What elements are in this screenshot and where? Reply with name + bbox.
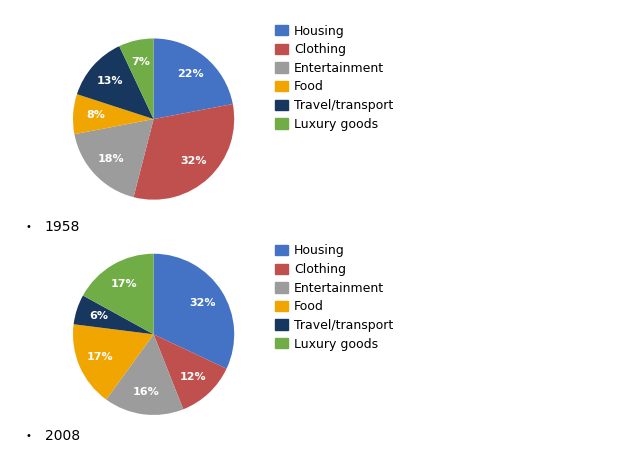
Text: 18%: 18% <box>98 154 125 164</box>
Text: 17%: 17% <box>111 279 138 289</box>
Legend: Housing, Clothing, Entertainment, Food, Travel/transport, Luxury goods: Housing, Clothing, Entertainment, Food, … <box>275 25 393 131</box>
Text: 17%: 17% <box>87 352 114 362</box>
Wedge shape <box>74 119 154 197</box>
Wedge shape <box>134 104 234 200</box>
Legend: Housing, Clothing, Entertainment, Food, Travel/transport, Luxury goods: Housing, Clothing, Entertainment, Food, … <box>275 245 393 350</box>
Text: 22%: 22% <box>177 69 204 79</box>
Text: 7%: 7% <box>131 57 150 67</box>
Wedge shape <box>106 334 183 415</box>
Text: 6%: 6% <box>89 311 108 322</box>
Text: 32%: 32% <box>189 298 216 308</box>
Text: 8%: 8% <box>86 110 105 120</box>
Text: 1958: 1958 <box>45 220 80 234</box>
Wedge shape <box>154 38 233 119</box>
Text: 13%: 13% <box>97 76 124 86</box>
Text: •: • <box>26 222 31 232</box>
Wedge shape <box>154 334 227 409</box>
Text: 12%: 12% <box>180 371 207 382</box>
Wedge shape <box>83 254 154 334</box>
Wedge shape <box>77 46 154 119</box>
Wedge shape <box>73 94 154 134</box>
Wedge shape <box>73 324 154 399</box>
Text: 2008: 2008 <box>45 429 80 443</box>
Text: 16%: 16% <box>133 387 160 397</box>
Wedge shape <box>154 254 234 369</box>
Wedge shape <box>119 38 154 119</box>
Wedge shape <box>74 295 154 334</box>
Text: •: • <box>26 431 31 441</box>
Text: 32%: 32% <box>180 156 207 166</box>
